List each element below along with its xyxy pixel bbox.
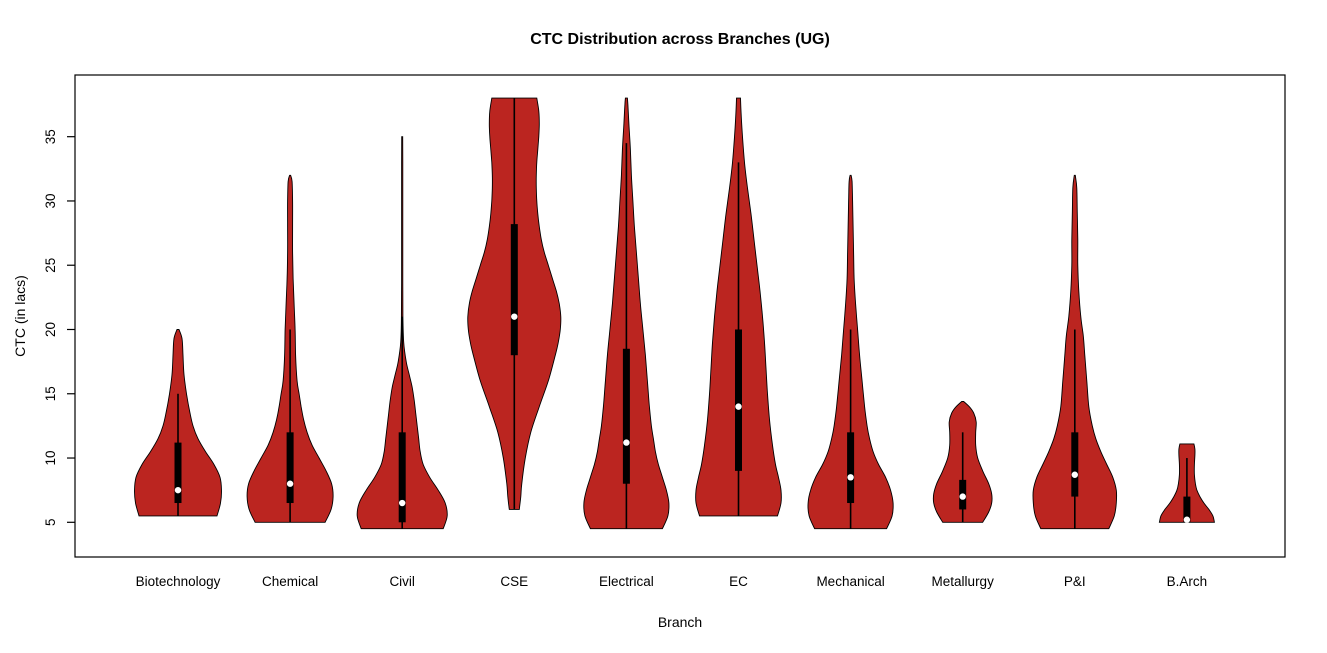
x-category-label: Civil (389, 574, 415, 589)
violin-mechanical (807, 174, 894, 530)
iqr-box (735, 329, 742, 471)
iqr-box (286, 432, 294, 504)
plot-frame (74, 74, 1286, 558)
median-dot (511, 313, 518, 320)
x-category-label: Mechanical (816, 574, 884, 589)
violin-cse (467, 97, 562, 510)
median-dot (1183, 516, 1191, 523)
y-tick-label: 30 (43, 193, 58, 208)
x-category-label: EC (729, 574, 748, 589)
median-dot (174, 486, 182, 494)
y-tick-label: 15 (43, 386, 58, 401)
median-dot (399, 499, 406, 507)
x-category-label: Electrical (599, 574, 654, 589)
y-tick-label: 20 (43, 322, 58, 337)
iqr-box (174, 442, 182, 504)
x-category-label: Chemical (262, 574, 318, 589)
violin-ec (695, 97, 782, 517)
iqr-box (847, 432, 855, 504)
iqr-box (622, 348, 630, 484)
violin-civil (356, 136, 448, 530)
median-dot (735, 403, 742, 410)
x-category-label: Biotechnology (136, 574, 221, 589)
violin-chemical (246, 174, 334, 523)
x-axis: Biotechnology Chemical Civil CSE Electrical E… (136, 574, 1208, 589)
violins-layer (134, 97, 1215, 530)
chart-title: CTC Distribution across Branches (UG) (530, 31, 830, 48)
median-dot (847, 474, 854, 481)
y-tick-label: 5 (43, 519, 58, 527)
y-tick-label: 35 (43, 129, 58, 144)
median-dot (286, 480, 294, 487)
violin-b-arch (1158, 443, 1215, 523)
x-category-label: P&I (1064, 574, 1086, 589)
iqr-box (1071, 432, 1079, 497)
violin-p-i (1032, 174, 1118, 530)
y-axis-title: CTC (in lacs) (12, 275, 28, 357)
median-dot (959, 493, 966, 500)
median-dot (623, 439, 630, 446)
y-axis: 5 10 15 20 25 30 35 (43, 129, 75, 526)
x-category-label: Metallurgy (932, 574, 995, 589)
violin-biotechnology (134, 329, 222, 517)
violin-metallurgy (932, 401, 993, 523)
violin-electrical (583, 97, 670, 530)
x-category-label: CSE (500, 574, 528, 589)
iqr-box (1183, 496, 1191, 523)
iqr-box (510, 224, 518, 356)
iqr-box (398, 432, 406, 523)
median-dot (1071, 471, 1079, 478)
x-axis-title: Branch (658, 614, 702, 630)
y-tick-label: 10 (43, 451, 58, 466)
y-tick-label: 25 (43, 258, 58, 273)
x-category-label: B.Arch (1167, 574, 1208, 589)
